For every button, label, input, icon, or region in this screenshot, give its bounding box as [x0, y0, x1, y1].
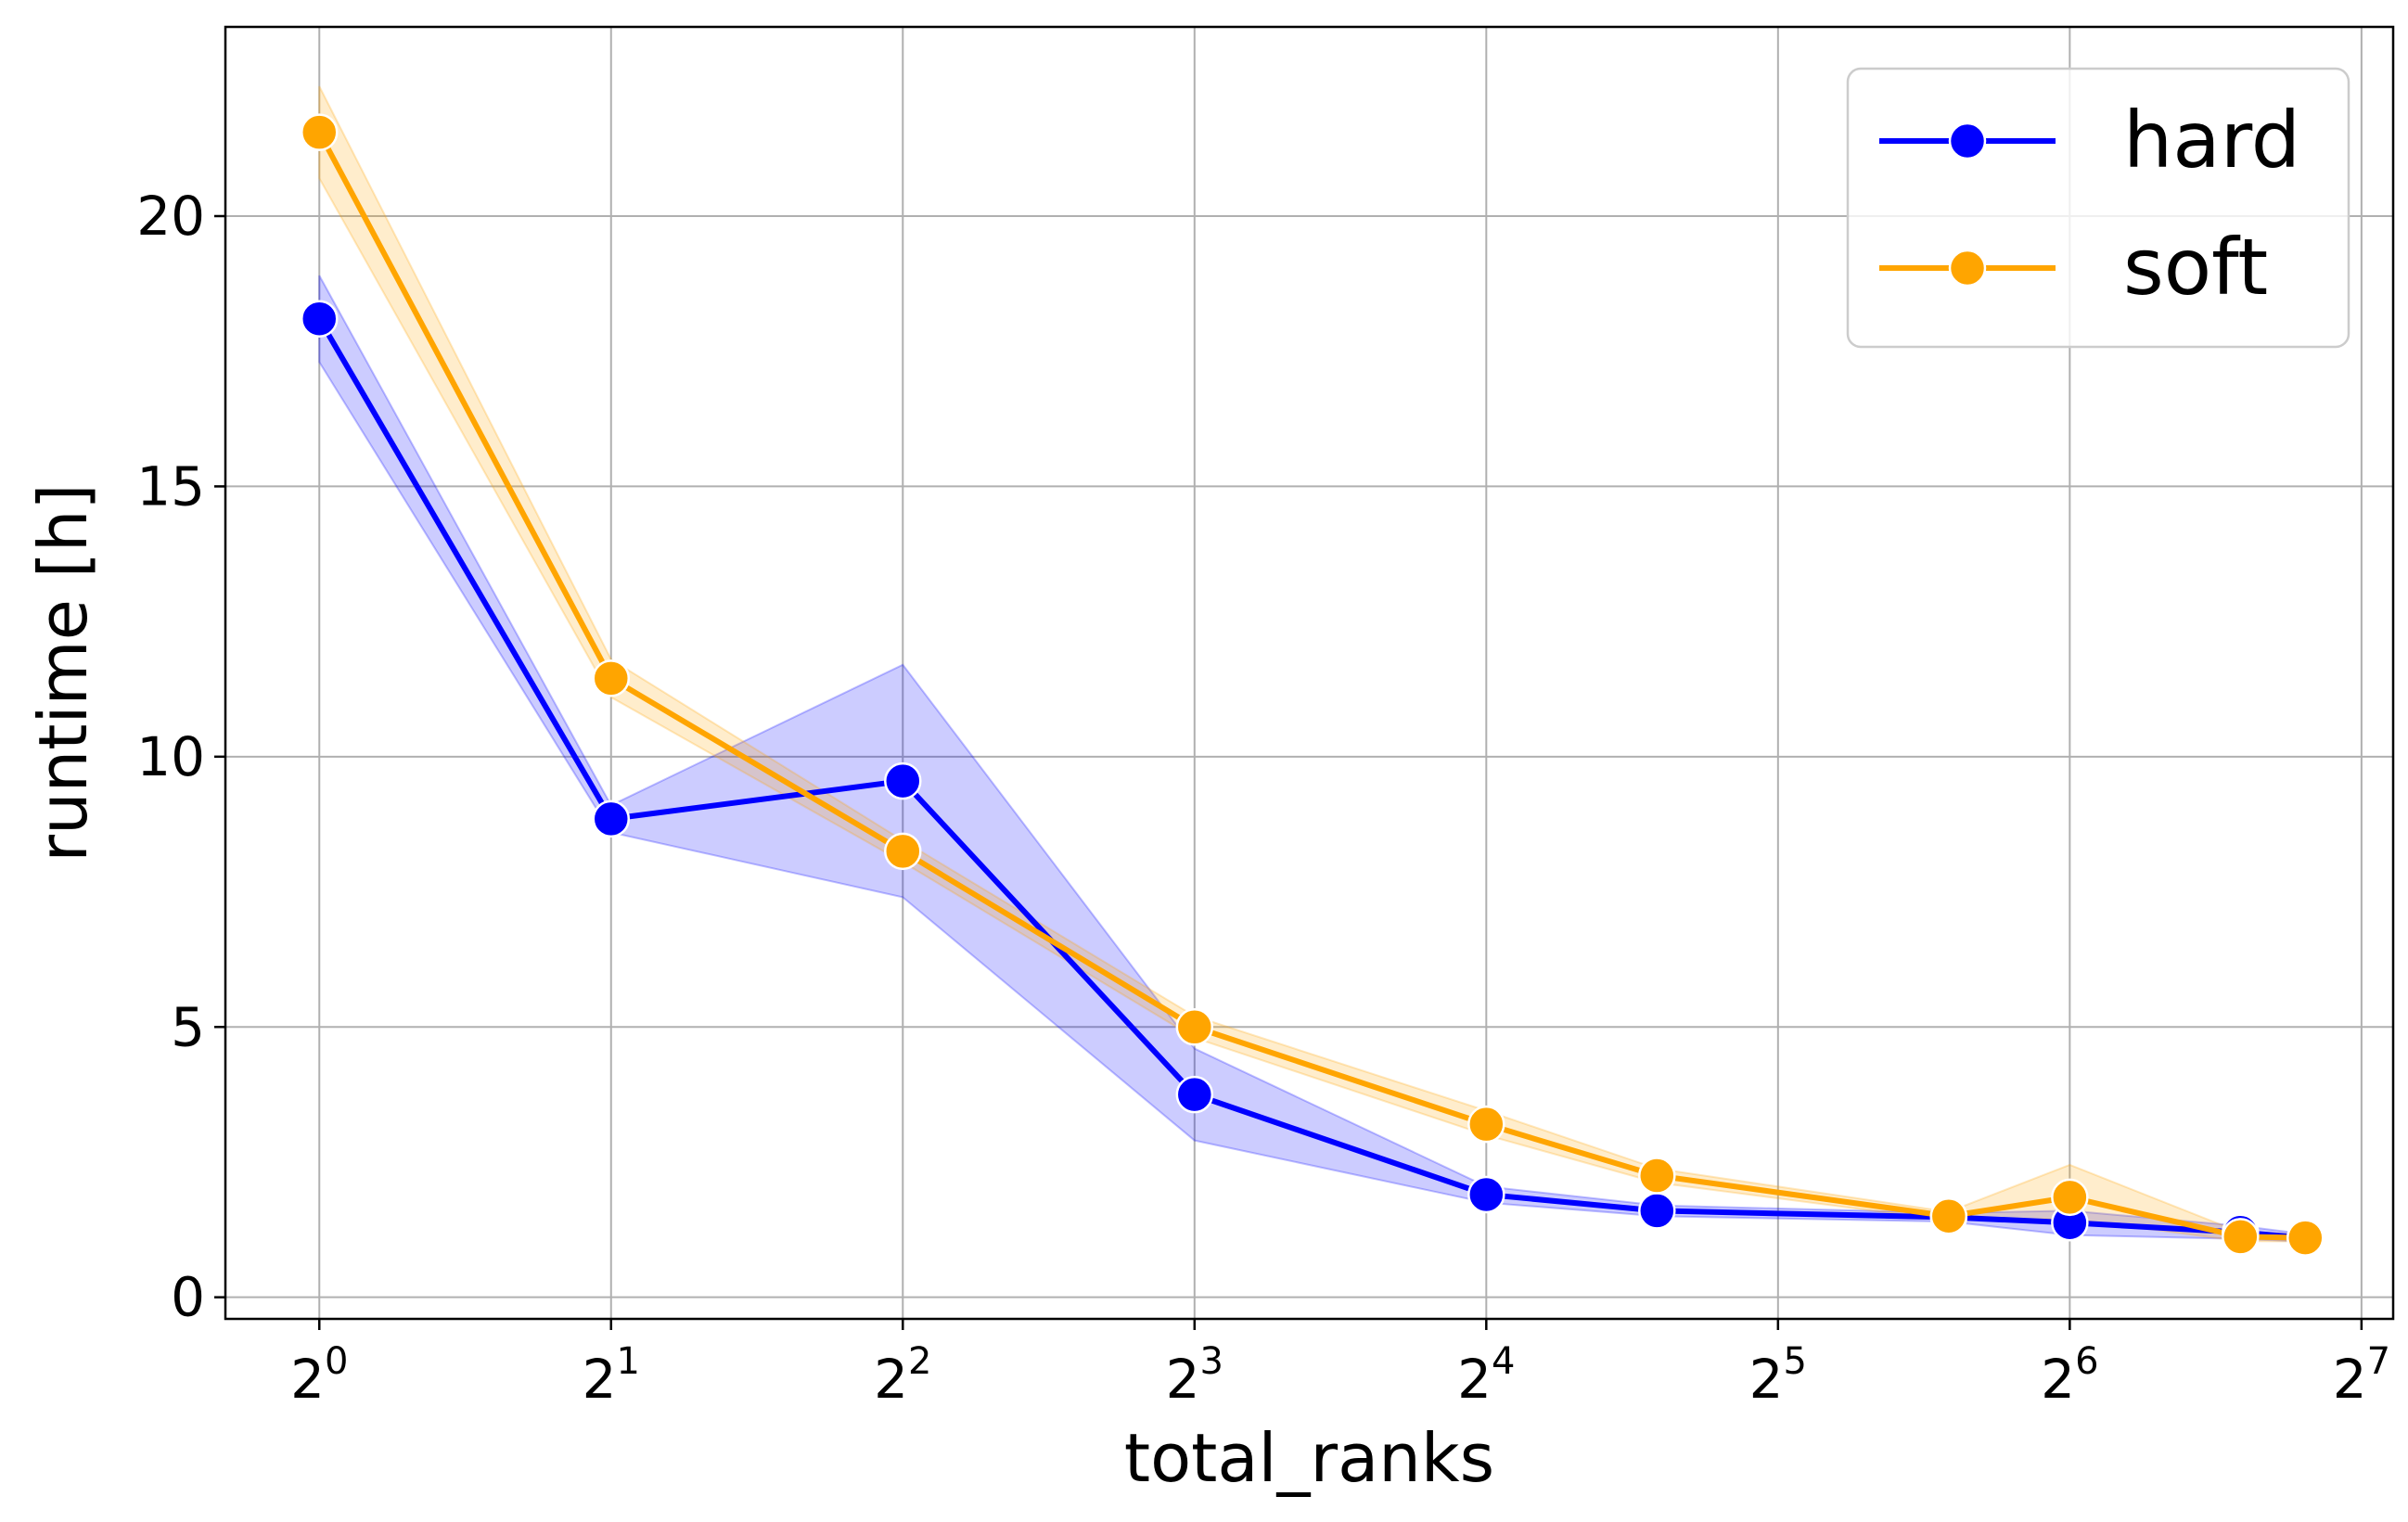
legend-marker-soft — [1948, 249, 1987, 288]
data-point-soft — [2051, 1178, 2089, 1217]
data-point-hard — [301, 300, 339, 338]
data-point-soft — [1175, 1008, 1214, 1046]
legend-label-hard: hard — [2123, 95, 2300, 185]
y-tick-label: 10 — [136, 725, 205, 788]
series-lines — [316, 131, 2306, 1241]
x-tick-label: 24 — [1457, 1340, 1515, 1411]
data-point-hard — [592, 799, 631, 838]
y-tick-label: 5 — [171, 995, 205, 1058]
series-line-soft — [316, 131, 2306, 1241]
x-axis-label: total_ranks — [1124, 1419, 1494, 1497]
data-point-soft — [301, 113, 339, 151]
data-point-hard — [1638, 1192, 1676, 1230]
x-tick-label: 27 — [2333, 1340, 2390, 1411]
data-point-hard — [1467, 1175, 1505, 1214]
legend-label-soft: soft — [2123, 222, 2268, 313]
plot-frame — [224, 25, 2395, 1321]
x-tick-label: 22 — [874, 1340, 931, 1411]
legend: hard soft — [1846, 67, 2350, 349]
data-point-soft — [884, 832, 922, 871]
data-point-soft — [1467, 1105, 1505, 1144]
x-tick-label: 20 — [290, 1340, 348, 1411]
series-line-hard — [316, 317, 2306, 1241]
y-tick-label: 20 — [136, 185, 205, 248]
y-axis-ticks: 0 5 10 15 20 — [136, 185, 225, 1329]
data-point-soft — [2222, 1218, 2260, 1256]
legend-marker-hard — [1948, 122, 1987, 160]
confidence-band-hard — [318, 275, 2307, 1243]
data-point-hard — [884, 761, 922, 800]
x-tick-label: 25 — [1749, 1340, 1807, 1411]
y-tick-label: 0 — [171, 1266, 205, 1329]
series-markers — [301, 113, 2325, 1257]
x-tick-label: 23 — [1166, 1340, 1223, 1411]
data-point-soft — [1638, 1157, 1676, 1195]
y-tick-label: 15 — [136, 454, 205, 518]
x-axis-ticks: 20 21 22 23 24 25 26 27 — [290, 1319, 2390, 1411]
x-tick-label: 26 — [2041, 1340, 2098, 1411]
y-axis-label: runtime [h] — [24, 483, 102, 862]
x-tick-label: 21 — [583, 1340, 640, 1411]
data-point-soft — [2286, 1219, 2325, 1257]
data-point-soft — [592, 659, 631, 697]
data-point-soft — [1929, 1197, 1968, 1235]
data-point-hard — [1175, 1075, 1214, 1114]
